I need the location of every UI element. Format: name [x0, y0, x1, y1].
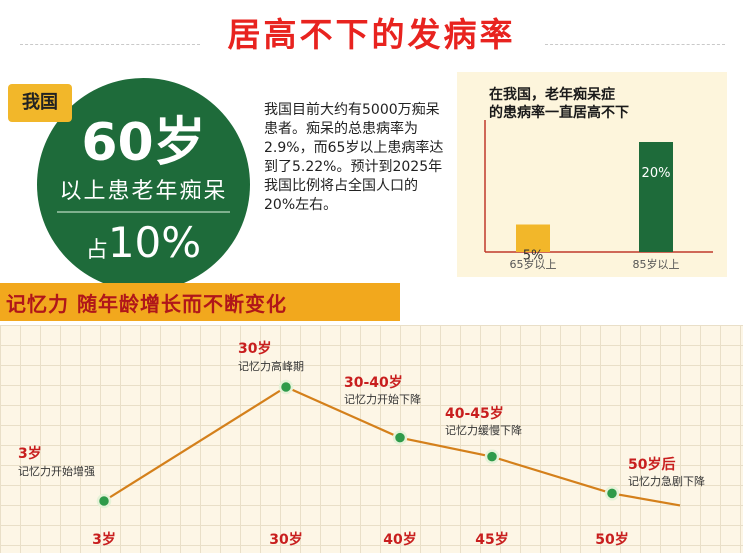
- country-badge: 我国: [8, 84, 72, 122]
- memory-annotation-sub: 记忆力缓慢下降: [445, 423, 522, 437]
- memory-point: [604, 486, 620, 501]
- memory-line: [103, 385, 681, 507]
- memory-x-tick-label: 30岁: [269, 531, 302, 548]
- memory-annotation-sub: 记忆力急剧下降: [628, 474, 705, 488]
- memory-annotation-head: 50岁后: [628, 456, 675, 473]
- title-divider-right: [545, 44, 725, 46]
- memory-header-text: 记忆力 随年龄增长而不断变化: [6, 292, 287, 316]
- memory-annotation-head: 40-45岁: [445, 405, 504, 422]
- circle-divider: [57, 211, 230, 213]
- memory-chart-area: 3岁 30岁 40岁 45岁 50岁 3岁 记忆力开始增强 30岁 记忆力高峰期 30-40岁 记忆…: [0, 325, 743, 553]
- intro-paragraph: 我国目前大约有5000万痴呆患者。痴呆的总患病率为2.9%，而65岁以上患病率达…: [264, 102, 444, 213]
- memory-annotation-head: 30-40岁: [344, 374, 403, 391]
- title-divider-left: [20, 44, 200, 46]
- circle-percent-value: 10%: [107, 218, 202, 267]
- memory-point: [484, 449, 500, 464]
- stat-circle: 60岁 以上患老年痴呆 占10%: [37, 78, 250, 291]
- bar-category-label: 65岁以上: [510, 257, 557, 271]
- memory-x-tick-label: 45岁: [475, 531, 508, 548]
- memory-annotation-sub: 记忆力高峰期: [238, 359, 304, 373]
- memory-header-bar: [0, 283, 400, 321]
- memory-point: [278, 379, 294, 395]
- memory-point: [392, 430, 408, 445]
- bar-value-label: 20%: [642, 166, 671, 181]
- bar-chart-title-line-1: 在我国，老年痴呆症: [489, 87, 615, 103]
- circle-percent-prefix: 占: [85, 238, 108, 263]
- page-title: 居高不下的发病率: [227, 15, 516, 54]
- bar-chart-title: 在我国，老年痴呆症 的患病率一直居高不下: [489, 86, 689, 122]
- memory-annotation-sub: 记忆力开始增强: [18, 464, 95, 478]
- bar: [639, 142, 673, 252]
- memory-annotation-head: 3岁: [18, 445, 42, 462]
- bar-chart-title-line-2: 的患病率一直居高不下: [489, 105, 629, 121]
- bar-chart: 5%65岁以上 20% 85岁以上: [484, 120, 713, 271]
- bar-category-label: 85岁以上: [633, 257, 680, 271]
- memory-x-tick-label: 40岁: [383, 531, 416, 548]
- memory-x-tick-label: 3岁: [92, 531, 116, 548]
- memory-annotation-sub: 记忆力开始下降: [344, 392, 421, 406]
- circle-age-text: 60岁: [81, 113, 206, 173]
- memory-line-chart: 3岁 30岁 40岁 45岁 50岁3岁记忆力开始增强30岁记忆力高峰期30-40岁记忆…: [18, 340, 705, 548]
- circle-desc-text: 以上患老年痴呆: [59, 179, 228, 204]
- memory-annotation-head: 30岁: [238, 340, 271, 357]
- memory-x-tick-label: 50岁: [595, 531, 628, 548]
- bar: [516, 224, 550, 252]
- bar-value-label: 5%: [523, 249, 544, 264]
- circle-percent: 占10%: [37, 218, 250, 267]
- memory-point: [96, 493, 112, 509]
- prevalence-chart-panel: 在我国，老年痴呆症 的患病率一直居高不下 5% 65岁以上 20% 85岁以上: [457, 72, 727, 277]
